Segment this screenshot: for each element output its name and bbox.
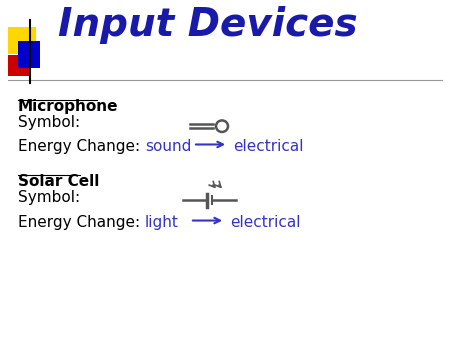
Text: Input Devices: Input Devices — [58, 6, 358, 44]
Text: Solar Cell: Solar Cell — [18, 174, 99, 189]
Text: Symbol:: Symbol: — [18, 190, 80, 205]
Text: sound: sound — [145, 139, 191, 154]
Text: Symbol:: Symbol: — [18, 115, 80, 130]
Text: electrical: electrical — [233, 139, 303, 154]
Text: Energy Change:: Energy Change: — [18, 215, 140, 230]
FancyBboxPatch shape — [8, 27, 36, 54]
FancyBboxPatch shape — [8, 55, 30, 76]
FancyBboxPatch shape — [18, 42, 40, 68]
Text: electrical: electrical — [230, 215, 301, 230]
Text: light: light — [145, 215, 179, 230]
Text: Energy Change:: Energy Change: — [18, 139, 140, 154]
Text: Microphone: Microphone — [18, 99, 118, 114]
